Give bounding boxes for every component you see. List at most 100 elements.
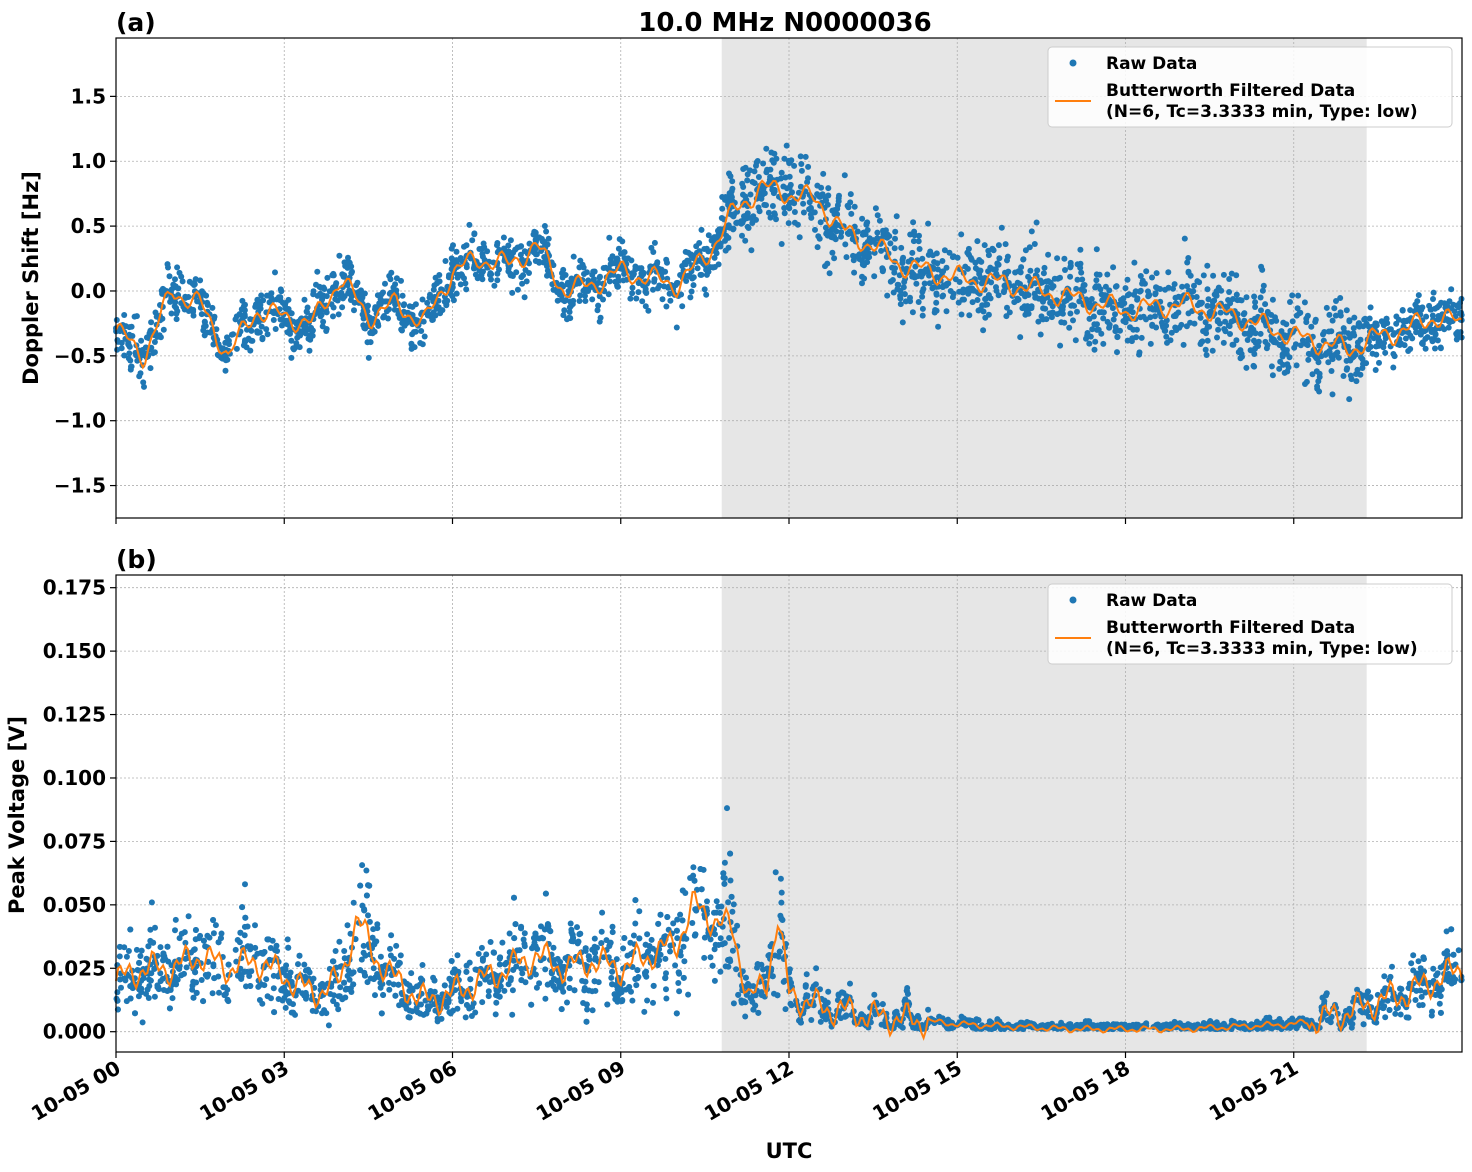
raw-data-point: [1202, 319, 1209, 326]
raw-data-point: [1284, 361, 1291, 368]
raw-data-point: [727, 877, 734, 884]
raw-data-point: [962, 263, 969, 270]
raw-data-point: [1436, 1000, 1443, 1007]
raw-data-point: [1337, 295, 1344, 301]
raw-data-point: [492, 1011, 499, 1018]
raw-data-point: [157, 970, 164, 977]
raw-data-point: [654, 260, 660, 267]
raw-data-point: [1131, 259, 1138, 266]
raw-data-point: [592, 955, 599, 961]
raw-data-point: [436, 272, 443, 278]
raw-data-point: [599, 909, 606, 916]
raw-data-point: [739, 232, 745, 239]
raw-data-point: [1226, 276, 1233, 282]
raw-data-point: [138, 337, 145, 344]
raw-data-point: [1304, 342, 1311, 349]
raw-data-point: [204, 932, 211, 939]
raw-data-point: [241, 932, 248, 939]
raw-data-point: [1070, 317, 1076, 324]
raw-data-point: [382, 280, 388, 287]
raw-data-point: [674, 280, 681, 286]
raw-data-point: [912, 263, 919, 270]
raw-data-point: [897, 1022, 904, 1029]
raw-data-point: [393, 942, 400, 949]
raw-data-point: [722, 963, 729, 970]
raw-data-point: [771, 150, 778, 157]
raw-data-point: [332, 948, 339, 954]
raw-data-point: [975, 307, 982, 314]
raw-data-point: [336, 252, 343, 259]
raw-data-point: [854, 228, 861, 235]
raw-data-point: [463, 286, 470, 293]
raw-data-point: [277, 294, 283, 301]
raw-data-point: [441, 298, 448, 305]
raw-data-point: [189, 280, 196, 287]
raw-data-point: [476, 246, 483, 252]
raw-data-point: [173, 310, 180, 317]
raw-data-point: [604, 1001, 611, 1008]
raw-data-point: [995, 292, 1002, 299]
raw-data-point: [680, 974, 687, 981]
raw-data-point: [705, 232, 712, 239]
raw-data-point: [1409, 335, 1416, 342]
raw-data-point: [486, 979, 493, 986]
raw-data-point: [1381, 973, 1388, 980]
raw-data-point: [1390, 364, 1397, 371]
raw-data-point: [442, 258, 449, 264]
raw-data-point: [480, 240, 487, 247]
raw-data-point: [341, 979, 348, 986]
raw-data-point: [594, 307, 601, 314]
raw-data-point: [878, 1021, 885, 1028]
raw-data-point: [461, 243, 467, 250]
raw-data-point: [717, 240, 724, 247]
raw-data-point: [788, 979, 794, 986]
raw-data-point: [330, 958, 337, 965]
raw-data-point: [1430, 965, 1437, 972]
raw-data-point: [1093, 246, 1100, 253]
raw-data-point: [667, 297, 674, 304]
raw-data-point: [1373, 343, 1380, 350]
raw-data-point: [1098, 330, 1105, 337]
raw-data-point: [1349, 1021, 1356, 1027]
raw-data-point: [379, 981, 386, 987]
raw-data-point: [160, 326, 167, 333]
raw-data-point: [943, 308, 950, 315]
raw-data-point: [940, 268, 947, 275]
raw-data-point: [985, 311, 992, 318]
raw-data-point: [1430, 296, 1436, 302]
raw-data-point: [259, 1000, 266, 1007]
legend-raw-marker: [1069, 59, 1077, 67]
raw-data-point: [339, 304, 346, 311]
raw-data-point: [443, 1004, 450, 1010]
raw-data-point: [185, 913, 192, 920]
legend-filtered-params: (N=6, Tc=3.3333 min, Type: low): [1106, 102, 1418, 122]
raw-data-point: [1153, 324, 1160, 331]
raw-data-point: [1410, 952, 1417, 959]
raw-data-point: [739, 180, 746, 187]
raw-data-point: [457, 255, 464, 261]
raw-data-point: [676, 988, 683, 995]
raw-data-point: [1206, 309, 1213, 316]
raw-data-point: [984, 301, 991, 308]
raw-data-point: [1076, 298, 1083, 305]
raw-data-point: [1220, 339, 1227, 346]
raw-data-point: [401, 301, 408, 308]
raw-data-point: [1376, 359, 1382, 366]
raw-data-point: [1104, 318, 1111, 325]
raw-data-point: [783, 142, 790, 149]
raw-data-point: [354, 279, 361, 286]
raw-data-point: [982, 296, 989, 303]
raw-data-point: [1367, 304, 1374, 311]
raw-data-point: [1303, 319, 1310, 326]
raw-data-point: [1204, 262, 1211, 269]
raw-data-point: [1289, 292, 1296, 299]
raw-data-point: [838, 233, 844, 240]
raw-data-point: [462, 1014, 469, 1021]
figure-title: 10.0 MHz N0000036: [638, 8, 931, 38]
raw-data-point: [658, 270, 665, 276]
raw-data-point: [1059, 310, 1066, 317]
raw-data-point: [172, 916, 179, 923]
raw-data-point: [1301, 299, 1308, 306]
raw-data-point: [1252, 304, 1259, 310]
raw-data-point: [797, 153, 804, 160]
